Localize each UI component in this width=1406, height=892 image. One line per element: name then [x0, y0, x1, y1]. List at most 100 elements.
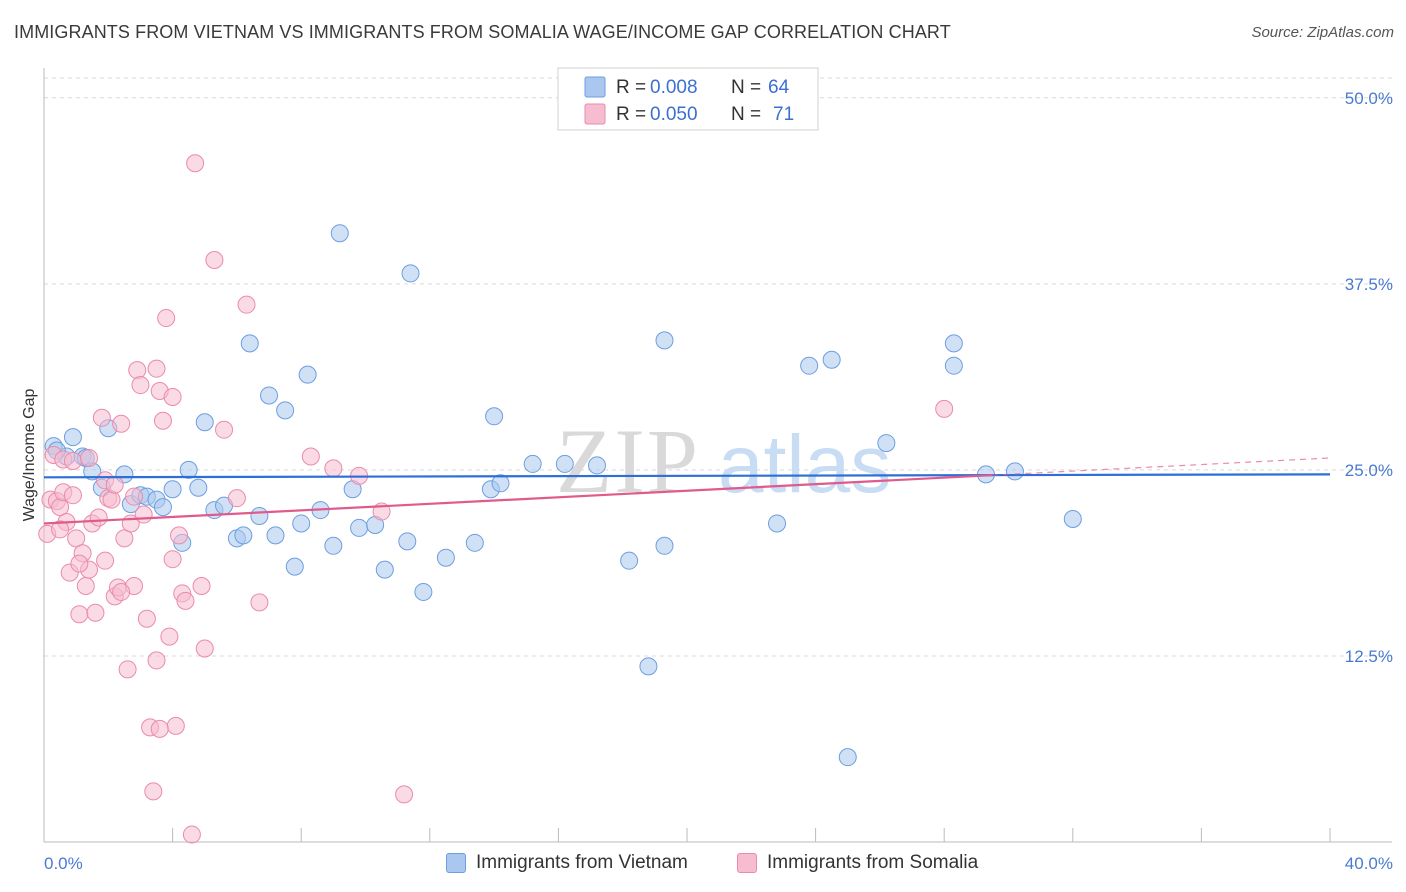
watermark-zip: ZIP: [556, 410, 700, 512]
somalia-point: [63, 486, 82, 505]
vietnam-point: [266, 526, 285, 545]
vietnam-point: [485, 407, 504, 426]
vietnam-point: [298, 365, 317, 384]
legend-swatch-vietnam: [584, 76, 606, 98]
vietnam-swatch: [446, 853, 466, 873]
vietnam-point: [401, 264, 420, 283]
vietnam-point: [330, 224, 349, 243]
somalia-point: [63, 451, 82, 470]
somalia-point: [125, 487, 144, 506]
vietnam-point: [655, 536, 674, 555]
somalia-point: [163, 387, 182, 406]
vietnam-point: [292, 514, 311, 533]
somalia-point: [102, 490, 121, 509]
somalia-trend-line: [43, 474, 993, 525]
vietnam-point: [414, 582, 433, 601]
vietnam-point: [276, 401, 295, 420]
y-axis-title: Wage/Income Gap: [21, 389, 38, 522]
vietnam-point: [260, 386, 279, 405]
somalia-point: [105, 475, 124, 494]
somalia-trend-extension: [992, 457, 1331, 476]
somalia-point: [324, 459, 343, 478]
somalia-point: [112, 582, 131, 601]
gridlines: [44, 77, 1392, 657]
vietnam-point: [398, 532, 417, 551]
chart-title: IMMIGRANTS FROM VIETNAM VS IMMIGRANTS FR…: [14, 22, 951, 42]
vietnam-point: [436, 548, 455, 567]
vietnam-point: [768, 514, 787, 533]
somalia-point: [150, 719, 169, 738]
somalia-point: [76, 576, 95, 595]
watermark-atlas: atlas: [718, 419, 891, 510]
somalia-point: [205, 251, 224, 270]
vietnam-point: [1063, 510, 1082, 529]
somalia-point: [96, 551, 115, 570]
somalia-point: [67, 529, 86, 548]
vietnam-point: [234, 526, 253, 545]
somalia-point: [157, 309, 176, 328]
somalia-point: [92, 408, 111, 427]
vietnam-point: [179, 460, 198, 479]
vietnam-point: [350, 518, 369, 537]
somalia-point: [935, 399, 954, 418]
vietnam-point: [655, 331, 674, 350]
somalia-point: [395, 785, 414, 804]
somalia-point: [237, 295, 256, 314]
vietnam-trend-line: [43, 473, 1331, 479]
legend-label-vietnam: Immigrants from Vietnam: [476, 852, 688, 873]
legend-item-vietnam[interactable]: Immigrants from Vietnam: [446, 852, 688, 874]
y-tick-labels: 12.5% 25.0% 37.5% 50.0%: [1345, 89, 1393, 666]
somalia-point: [166, 716, 185, 735]
somalia-point: [176, 591, 195, 610]
somalia-point: [147, 651, 166, 670]
vietnam-point: [523, 454, 542, 473]
legend-n-label-2: N =: [731, 104, 761, 125]
somalia-point: [163, 550, 182, 569]
y-tick-label: 50.0%: [1345, 89, 1393, 108]
somalia-point: [147, 359, 166, 378]
vietnam-point: [250, 507, 269, 526]
series-legend: Immigrants from Vietnam Immigrants from …: [0, 852, 1406, 878]
legend-r-value-1: 0.008: [650, 77, 698, 98]
vietnam-point: [1005, 462, 1024, 481]
somalia-point: [112, 414, 131, 433]
somalia-point: [70, 605, 89, 624]
legend-n-value-2: 71: [773, 104, 794, 125]
vietnam-point: [587, 456, 606, 475]
somalia-point: [86, 603, 105, 622]
somalia-point: [227, 489, 246, 508]
source-label: Source: ZipAtlas.com: [1251, 24, 1394, 41]
vietnam-point: [838, 748, 857, 767]
vietnam-point: [195, 413, 214, 432]
vietnam-point: [491, 474, 510, 493]
vietnam-point: [153, 498, 172, 517]
vietnam-point: [620, 551, 639, 570]
somalia-point: [215, 420, 234, 439]
vietnam-point: [944, 356, 963, 375]
vietnam-point: [555, 454, 574, 473]
somalia-point: [153, 411, 172, 430]
x-tick-label: 40.0%: [1345, 854, 1393, 873]
x-tick-label: 0.0%: [44, 854, 83, 873]
y-tick-label: 37.5%: [1345, 275, 1393, 294]
trend-lines: [43, 457, 1331, 525]
legend-swatch-somalia: [584, 103, 606, 125]
somalia-point: [186, 154, 205, 173]
somalia-point: [128, 361, 147, 380]
vietnam-point: [163, 480, 182, 499]
vietnam-point: [375, 560, 394, 579]
vietnam-point: [877, 434, 896, 453]
legend-r-label-1: R =: [616, 77, 646, 98]
legend-item-somalia[interactable]: Immigrants from Somalia: [737, 852, 978, 874]
correlation-legend: R = 0.008 N = 64 R = 0.050 N = 71: [557, 67, 819, 131]
x-tick-labels: 0.0% 40.0%: [44, 854, 1393, 873]
vietnam-point: [465, 533, 484, 552]
axes: [43, 68, 1392, 843]
legend-r-label-2: R =: [616, 104, 646, 125]
somalia-point: [182, 825, 201, 844]
somalia-swatch: [737, 853, 757, 873]
somalia-point: [250, 593, 269, 612]
legend-label-somalia: Immigrants from Somalia: [767, 852, 979, 873]
somalia-point: [131, 376, 150, 395]
